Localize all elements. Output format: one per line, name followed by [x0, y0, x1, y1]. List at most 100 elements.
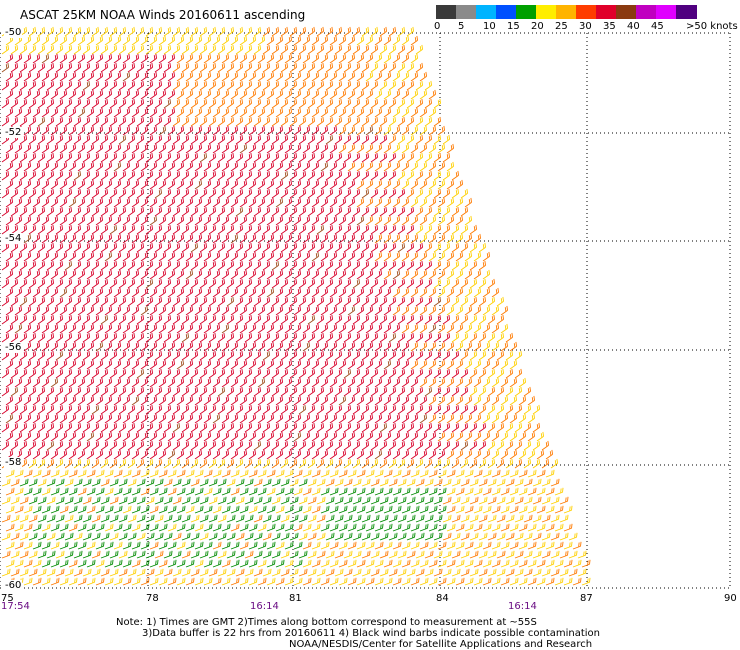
wind-barb: [95, 505, 105, 514]
wind-barb: [113, 395, 121, 406]
wind-barb: [167, 413, 175, 424]
wind-barb: [329, 359, 337, 370]
wind-barb: [464, 469, 474, 478]
wind-barb: [482, 395, 490, 406]
wind-barb: [397, 224, 405, 235]
wind-barb: [460, 404, 468, 415]
wind-barb: [257, 323, 265, 334]
wind-barb: [410, 269, 418, 280]
wind-barb: [91, 26, 99, 37]
wind-barb: [419, 559, 429, 568]
wind-barb: [532, 404, 540, 415]
wind-barb: [199, 224, 207, 235]
wind-barb: [127, 550, 137, 559]
wind-barb: [334, 224, 342, 235]
wind-barb: [262, 206, 270, 217]
wind-barb: [388, 404, 396, 415]
wind-barb: [487, 278, 495, 289]
wind-barb: [271, 224, 279, 235]
wind-barb: [257, 431, 265, 442]
wind-barb: [19, 242, 27, 253]
wind-barb: [221, 487, 231, 496]
wind-barb: [19, 440, 27, 451]
wind-barb: [91, 152, 99, 163]
wind-barb: [100, 278, 108, 289]
wind-barb: [253, 368, 261, 379]
wind-barb: [424, 550, 434, 559]
wind-barb: [253, 458, 261, 469]
wind-barb: [203, 395, 211, 406]
wind-barb: [514, 496, 524, 505]
wind-barb: [73, 206, 81, 217]
wind-barb: [469, 296, 477, 307]
wind-barb: [401, 449, 409, 460]
wind-barb: [460, 350, 468, 361]
wind-barb: [356, 125, 364, 136]
wind-barb: [176, 505, 186, 514]
wind-barb: [172, 496, 182, 505]
wind-barb: [388, 496, 398, 505]
wind-barb: [262, 188, 270, 199]
wind-barb: [73, 278, 81, 289]
wind-barb: [397, 440, 405, 451]
wind-barb: [55, 206, 63, 217]
wind-barb: [446, 523, 456, 532]
wind-barb: [356, 341, 364, 352]
wind-barb: [149, 197, 157, 208]
wind-barb: [509, 359, 517, 370]
wind-barb: [235, 550, 245, 559]
wind-barb: [68, 305, 76, 316]
wind-barb: [325, 332, 333, 343]
wind-barb: [253, 568, 263, 577]
wind-barb: [127, 532, 137, 541]
wind-barb: [257, 53, 265, 64]
wind-barb: [397, 206, 405, 217]
wind-barb: [415, 98, 423, 109]
wind-barb: [208, 404, 216, 415]
wind-barb: [82, 26, 90, 37]
wind-barb: [379, 188, 387, 199]
wind-barb: [392, 431, 400, 442]
wind-barb: [532, 440, 540, 451]
wind-barb: [410, 233, 418, 244]
wind-barb: [379, 206, 387, 217]
wind-barb: [77, 377, 85, 388]
wind-barb: [289, 496, 299, 505]
wind-barb: [433, 550, 443, 559]
wind-barb: [19, 170, 27, 181]
wind-barb: [194, 269, 202, 280]
wind-barb: [190, 568, 200, 577]
wind-barb: [100, 568, 110, 577]
wind-barb: [257, 125, 265, 136]
wind-barb: [365, 107, 373, 118]
wind-barb: [433, 332, 441, 343]
wind-barb: [536, 559, 546, 568]
wind-barb: [374, 71, 382, 82]
wind-barb: [428, 341, 436, 352]
wind-barb: [311, 89, 319, 100]
wind-barb: [68, 487, 78, 496]
wind-barb: [442, 134, 450, 145]
wind-barb: [109, 26, 117, 37]
wind-barb: [311, 469, 321, 478]
wind-barb: [298, 116, 306, 127]
wind-barb: [482, 377, 490, 388]
wind-barb: [442, 188, 450, 199]
wind-barb: [41, 71, 49, 82]
wind-barb: [325, 422, 333, 433]
wind-barb: [91, 134, 99, 145]
wind-barb: [23, 35, 31, 46]
wind-barb: [100, 98, 108, 109]
wind-barb: [122, 89, 130, 100]
wind-barb: [289, 116, 297, 127]
wind-barb: [401, 413, 409, 424]
wind-barb: [334, 440, 342, 451]
wind-barb: [181, 188, 189, 199]
wind-barb: [203, 559, 213, 568]
wind-barb: [338, 305, 346, 316]
wind-barb: [289, 314, 297, 325]
wind-barb: [226, 152, 234, 163]
wind-barb: [167, 577, 177, 586]
wind-barb: [473, 577, 483, 586]
wind-barb: [464, 305, 472, 316]
